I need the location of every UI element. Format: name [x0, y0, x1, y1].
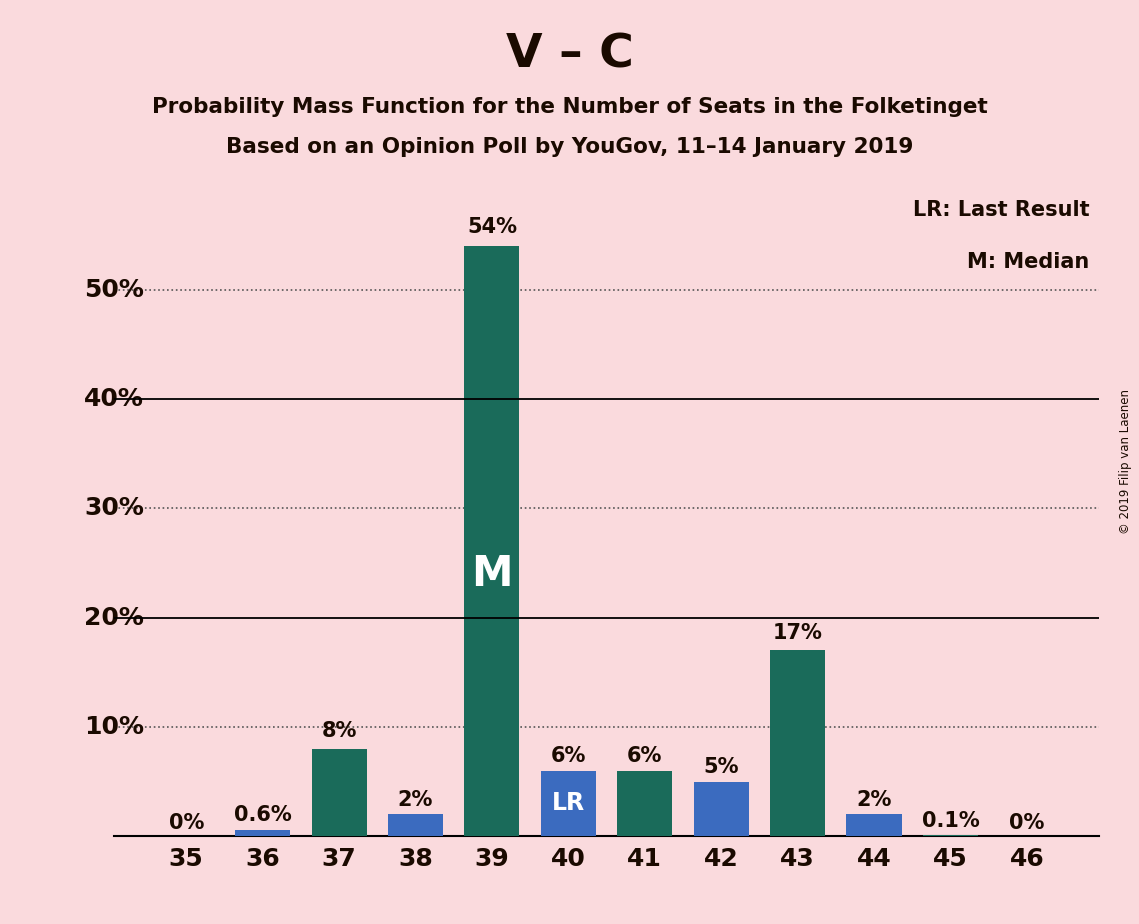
Bar [388, 814, 443, 836]
Text: 0.6%: 0.6% [233, 806, 292, 825]
Text: 2%: 2% [857, 790, 892, 810]
Text: Probability Mass Function for the Number of Seats in the Folketinget: Probability Mass Function for the Number… [151, 97, 988, 117]
Text: 20%: 20% [84, 605, 145, 629]
Bar [770, 650, 825, 836]
Text: V – C: V – C [506, 32, 633, 78]
Text: LR: LR [551, 792, 584, 815]
Bar [465, 246, 519, 836]
Text: 10%: 10% [84, 715, 145, 739]
Text: 0%: 0% [1009, 813, 1044, 833]
Text: Based on an Opinion Poll by YouGov, 11–14 January 2019: Based on an Opinion Poll by YouGov, 11–1… [226, 137, 913, 157]
Text: M: M [472, 553, 513, 595]
Text: 0.1%: 0.1% [921, 810, 980, 831]
Bar [923, 835, 978, 836]
Text: 40%: 40% [84, 387, 145, 411]
Text: 0%: 0% [169, 813, 204, 833]
Text: 50%: 50% [84, 277, 145, 301]
Text: 5%: 5% [704, 757, 739, 777]
Text: 2%: 2% [398, 790, 433, 810]
Bar [312, 748, 367, 836]
Text: 17%: 17% [772, 623, 822, 643]
Bar [541, 771, 596, 836]
Text: M: Median: M: Median [967, 252, 1089, 273]
Text: © 2019 Filip van Laenen: © 2019 Filip van Laenen [1118, 390, 1132, 534]
Text: 6%: 6% [550, 747, 585, 766]
Bar [694, 782, 748, 836]
Bar [617, 771, 672, 836]
Text: 8%: 8% [321, 721, 357, 741]
Bar [235, 830, 290, 836]
Bar [846, 814, 901, 836]
Text: LR: Last Result: LR: Last Result [912, 200, 1089, 220]
Text: 30%: 30% [84, 496, 145, 520]
Text: 6%: 6% [628, 747, 663, 766]
Text: 54%: 54% [467, 217, 517, 237]
